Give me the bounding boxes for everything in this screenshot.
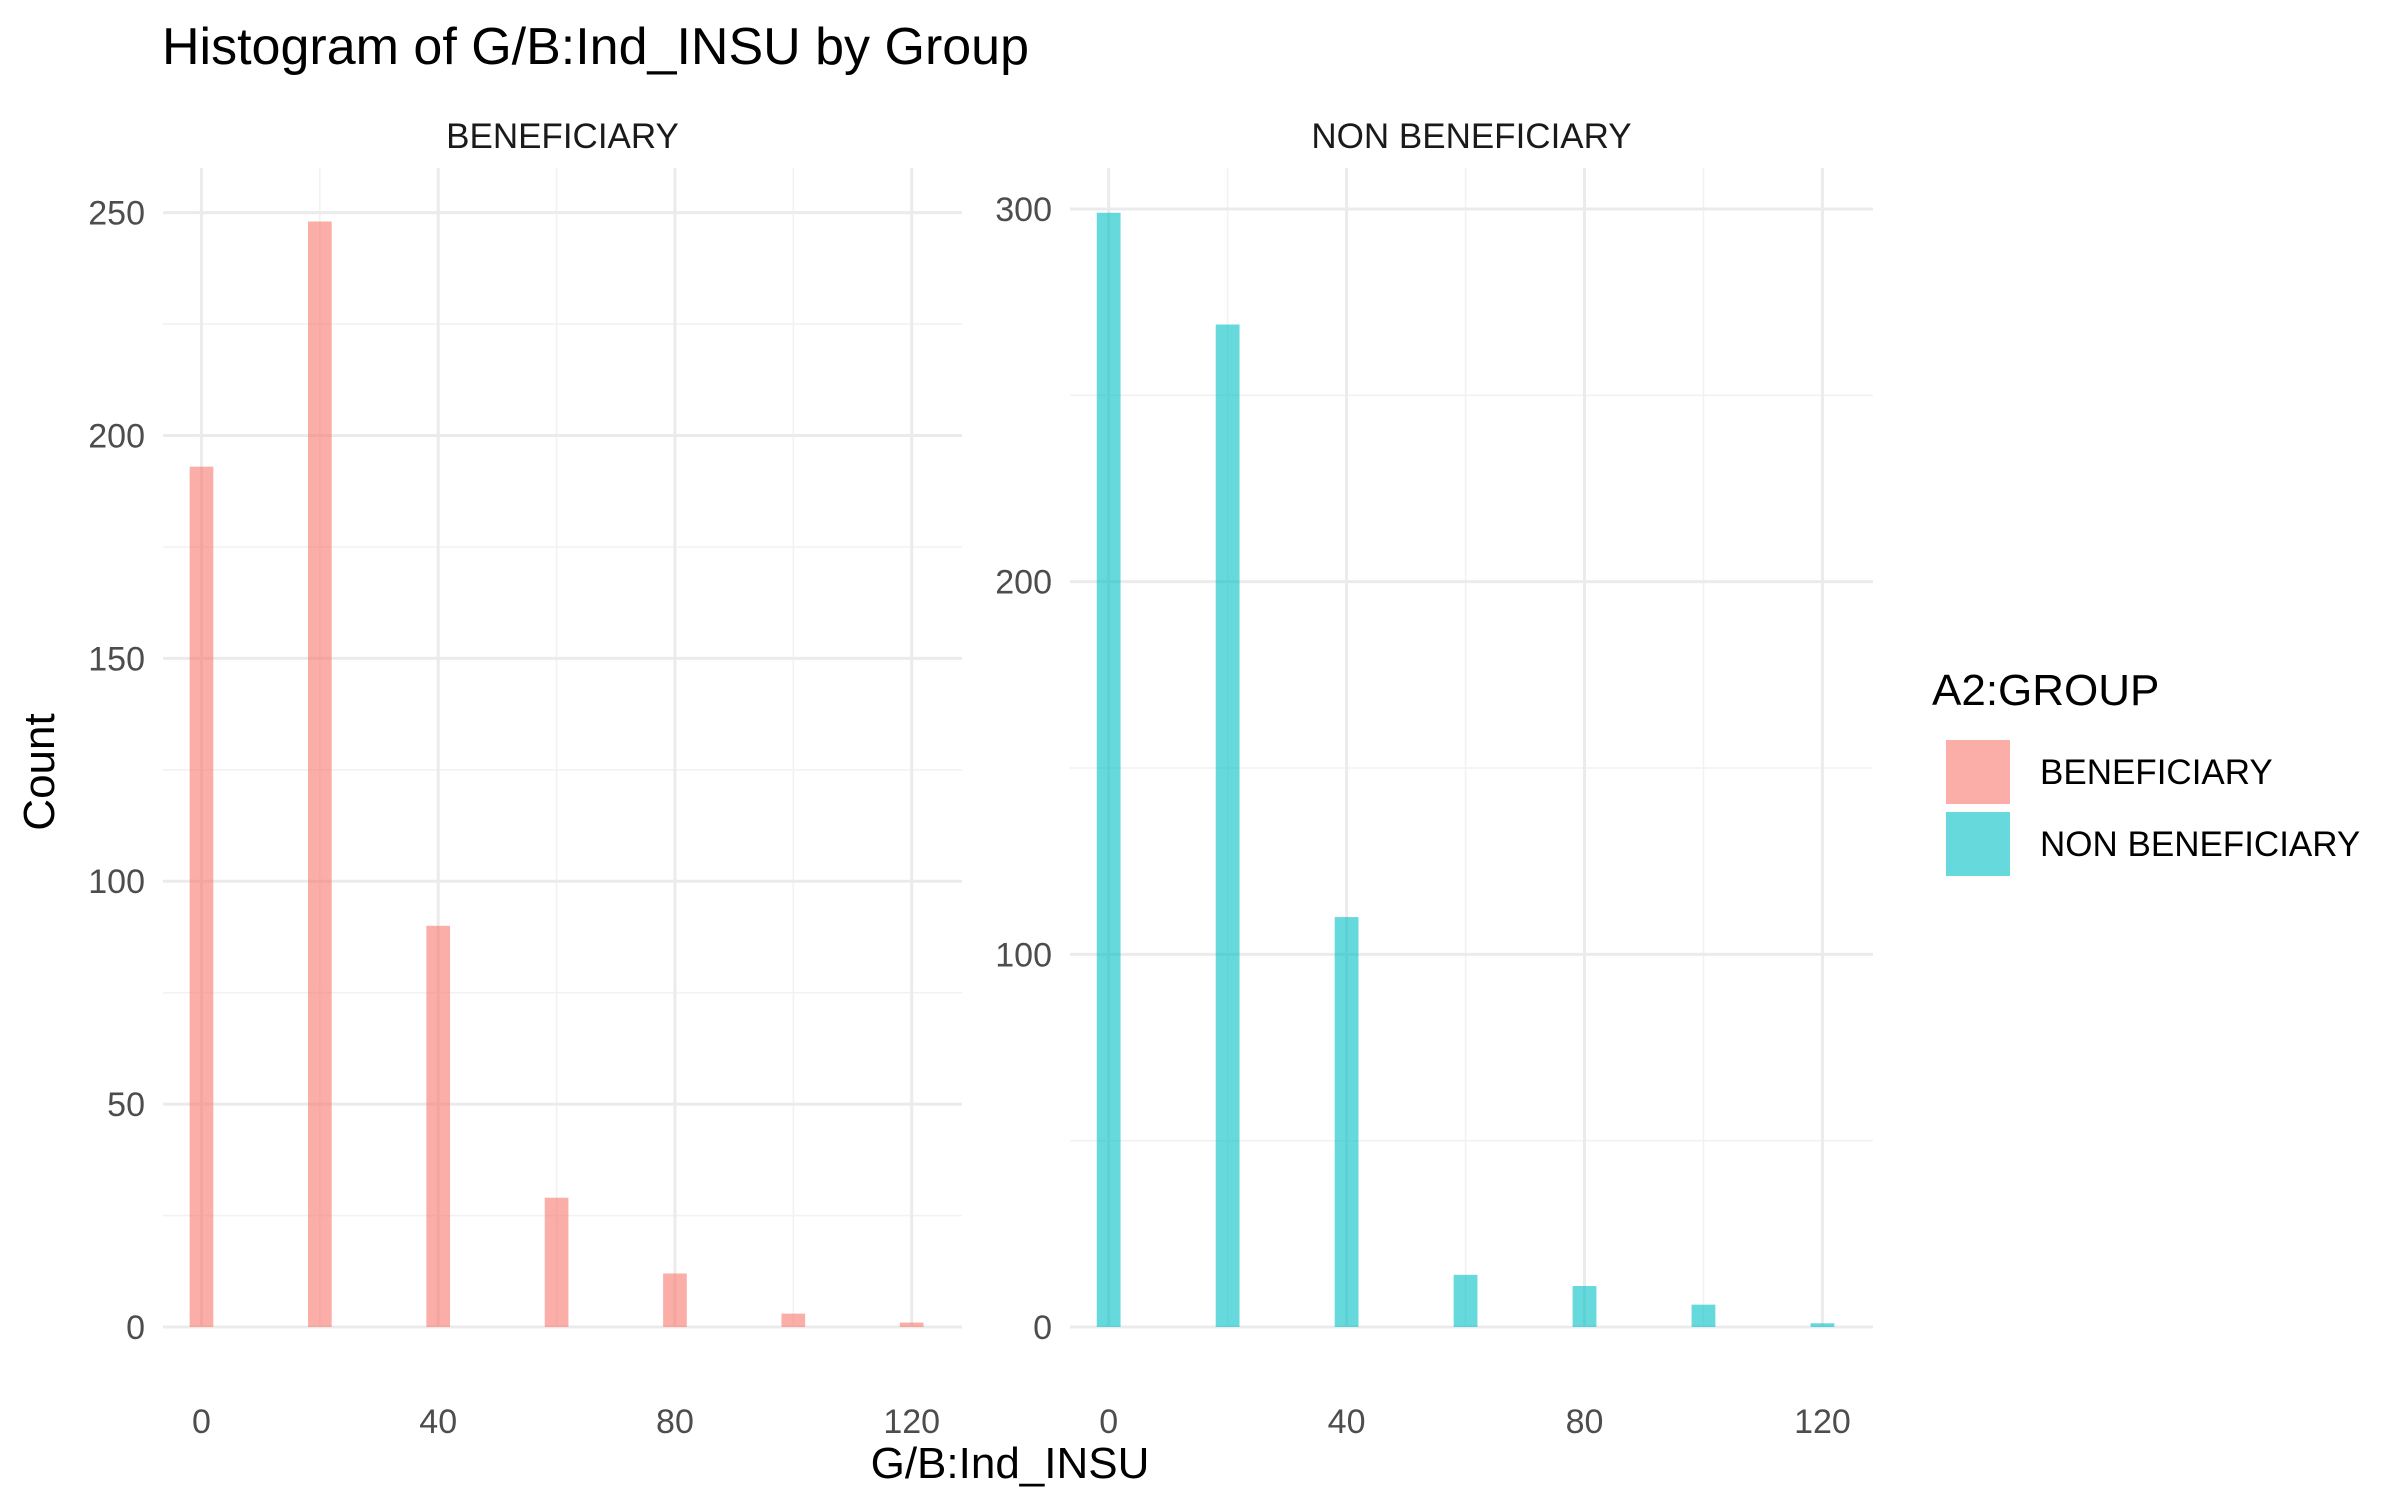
histogram-bar <box>1572 1286 1597 1327</box>
y-tick-label: 250 <box>88 195 145 233</box>
facet-panel-1: 0 50 100 150 200 250 0 40 80 120 BENEFICIARY <box>88 117 962 1441</box>
x-tick-label: 0 <box>1099 1403 1118 1441</box>
y-tick-label: 100 <box>88 863 145 901</box>
chart-title: Histogram of G/B:Ind_INSU by Group <box>162 18 1029 76</box>
histogram-bar <box>1096 212 1121 1328</box>
histogram-bar <box>1334 917 1359 1327</box>
y-tick-label: 0 <box>126 1309 145 1347</box>
x-tick-label: 120 <box>883 1403 940 1441</box>
y-tick-label: 300 <box>995 191 1052 229</box>
y-tick-label: 0 <box>1033 1309 1052 1347</box>
y-tick-label: 200 <box>88 417 145 455</box>
x-tick-label: 80 <box>656 1403 694 1441</box>
legend-items: BENEFICIARY NON BENEFICIARY <box>1946 740 2360 876</box>
legend-item: BENEFICIARY <box>1946 740 2273 804</box>
y-tick-label: 100 <box>995 936 1052 974</box>
histogram-bar <box>189 466 214 1327</box>
x-tick-label: 120 <box>1794 1403 1851 1441</box>
y-tick-label: 50 <box>107 1086 145 1124</box>
histogram-bar <box>899 1322 924 1327</box>
legend-key <box>1946 740 2010 804</box>
legend: A2:GROUP BENEFICIARY NON BENEFICIARY <box>1932 666 2360 876</box>
facet-panels: 0 50 100 150 200 250 0 40 80 120 BENEFICIARY 0 100 20… <box>88 117 1873 1441</box>
y-axis-title: Count <box>15 713 64 830</box>
x-tick-label: 80 <box>1566 1403 1604 1441</box>
y-tick-label: 200 <box>995 564 1052 602</box>
x-axis-title: G/B:Ind_INSU <box>871 1439 1150 1488</box>
legend-label: NON BENEFICIARY <box>2040 825 2360 864</box>
facet-panel-2: 0 100 200 300 0 40 80 120 NON BENEFICIARY <box>995 117 1873 1441</box>
histogram-bar <box>1810 1323 1835 1327</box>
legend-item: NON BENEFICIARY <box>1946 812 2360 876</box>
facet-strip-label: NON BENEFICIARY <box>1311 117 1631 156</box>
histogram-bar <box>1453 1274 1478 1327</box>
histogram-bar <box>426 925 451 1327</box>
histogram-bar <box>1691 1304 1716 1327</box>
x-tick-label: 40 <box>1328 1403 1366 1441</box>
x-tick-label: 40 <box>419 1403 457 1441</box>
histogram-bar <box>663 1273 687 1327</box>
facet-strip-label: BENEFICIARY <box>446 117 679 156</box>
histogram-bar <box>781 1313 806 1327</box>
histogram-bar <box>544 1197 569 1327</box>
histogram-bar <box>308 221 332 1327</box>
histogram-bar <box>1215 324 1240 1328</box>
legend-label: BENEFICIARY <box>2040 753 2273 792</box>
y-tick-label: 150 <box>88 640 145 678</box>
legend-key <box>1946 812 2010 876</box>
legend-title: A2:GROUP <box>1932 666 2159 715</box>
x-tick-label: 0 <box>192 1403 211 1441</box>
